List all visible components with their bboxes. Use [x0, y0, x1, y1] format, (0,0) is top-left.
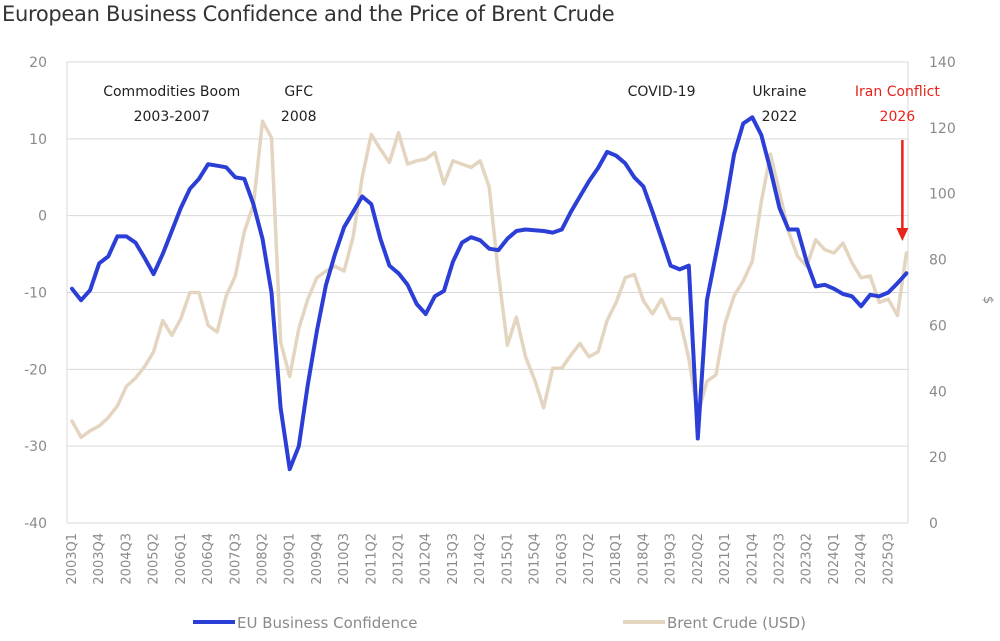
x-tick-label: 2021Q4 — [745, 533, 760, 585]
annotation-text: Iran Conflict — [855, 84, 940, 100]
right-tick-label: 100 — [929, 187, 956, 203]
x-tick-label: 2019Q3 — [664, 533, 679, 585]
annotation-text: 2022 — [762, 109, 798, 125]
left-tick-label: 10 — [29, 132, 47, 148]
x-tick-label: 2009Q4 — [310, 533, 325, 585]
x-tick-label: 2015Q1 — [500, 533, 515, 585]
x-tick-label: 2012Q1 — [392, 533, 407, 585]
gridlines — [66, 61, 909, 524]
x-tick-label: 2020Q2 — [691, 533, 706, 585]
annotation-arrow-head — [896, 228, 909, 241]
right-tick-label: 20 — [929, 450, 947, 466]
right-tick-label: 140 — [929, 55, 956, 71]
right-tick-label: 80 — [929, 253, 947, 269]
left-tick-label: 20 — [29, 55, 47, 71]
x-tick-label: 2023Q2 — [800, 533, 815, 585]
x-axis-ticks: 2003Q1 2003Q4 2004Q3 2005Q2 2006Q1 2006Q4 2007… — [65, 533, 896, 585]
right-tick-label: 120 — [929, 121, 956, 137]
x-tick-label: 2006Q1 — [174, 533, 189, 585]
x-tick-label: 2009Q1 — [283, 533, 298, 585]
legend-item-eu-confidence[interactable]: EU Business Confidence — [193, 614, 417, 632]
left-tick-label: -30 — [24, 439, 47, 455]
x-tick-label: 2022Q3 — [772, 533, 787, 585]
left-tick-label: 0 — [38, 209, 47, 225]
x-tick-label: 2025Q3 — [881, 533, 896, 585]
left-tick-label: -10 — [24, 286, 47, 302]
x-tick-label: 2016Q3 — [555, 533, 570, 585]
x-tick-label: 2024Q1 — [827, 533, 842, 585]
brent-crude-line — [70, 119, 909, 440]
x-tick-label: 2003Q4 — [92, 533, 107, 585]
annotation-text: COVID-19 — [628, 84, 696, 100]
annotation-text: GFC — [284, 84, 313, 100]
right-axis-title: $ — [980, 296, 995, 304]
left-tick-label: -40 — [24, 516, 47, 532]
annotation-text: 2008 — [281, 109, 317, 125]
right-axis-ticks: 140 120 100 80 60 40 20 0 — [929, 55, 956, 532]
x-tick-label: 2006Q4 — [201, 533, 216, 585]
x-tick-label: 2011Q2 — [364, 533, 379, 585]
x-tick-label: 2024Q4 — [854, 533, 869, 585]
x-tick-label: 2014Q2 — [473, 533, 488, 585]
legend: EU Business Confidence Brent Crude (USD) — [193, 614, 806, 632]
legend-item-brent-crude[interactable]: Brent Crude (USD) — [623, 614, 806, 632]
x-tick-label: 2003Q1 — [65, 533, 80, 585]
x-tick-label: 2007Q3 — [228, 533, 243, 585]
x-tick-label: 2017Q2 — [582, 533, 597, 585]
x-tick-label: 2021Q1 — [718, 533, 733, 585]
annotation-text: Ukraine — [752, 84, 806, 100]
x-tick-label: 2018Q4 — [636, 533, 651, 585]
right-tick-label: 0 — [929, 516, 938, 532]
x-tick-label: 2004Q3 — [119, 533, 134, 585]
annotation-text: 2003-2007 — [134, 109, 210, 125]
legend-label-brent-crude: Brent Crude (USD) — [667, 614, 806, 632]
left-axis-ticks: 20 10 0 -10 -20 -30 -40 — [24, 55, 47, 532]
annotations: Commodities Boom 2003-2007 GFC 2008 COVID-19… — [103, 84, 940, 241]
chart-title: European Business Confidence and the Pri… — [2, 2, 615, 26]
x-tick-label: 2013Q3 — [446, 533, 461, 585]
annotation-text: Commodities Boom — [103, 84, 240, 100]
left-tick-label: -20 — [24, 362, 47, 378]
legend-label-eu-confidence: EU Business Confidence — [237, 614, 417, 632]
annotation-text: 2026 — [880, 109, 916, 125]
x-tick-label: 2012Q4 — [419, 533, 434, 585]
right-tick-label: 60 — [929, 318, 947, 334]
x-tick-label: 2005Q2 — [147, 533, 162, 585]
x-tick-label: 2018Q1 — [609, 533, 624, 585]
right-tick-label: 40 — [929, 384, 947, 400]
series-lines — [70, 115, 909, 472]
eu-business-confidence-line — [70, 115, 909, 472]
x-tick-label: 2015Q4 — [528, 533, 543, 585]
x-tick-label: 2008Q2 — [255, 533, 270, 585]
x-tick-label: 2010Q3 — [337, 533, 352, 585]
